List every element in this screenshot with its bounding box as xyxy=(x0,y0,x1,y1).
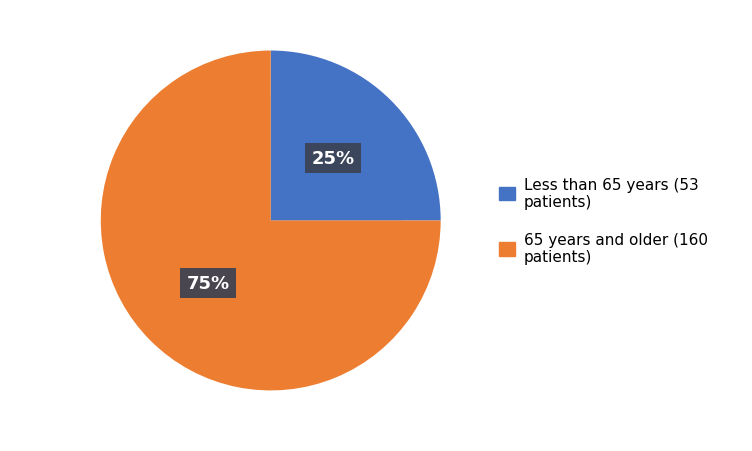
Text: 75%: 75% xyxy=(186,274,230,292)
Legend: Less than 65 years (53
patients), 65 years and older (160
patients): Less than 65 years (53 patients), 65 yea… xyxy=(499,177,708,265)
Wedge shape xyxy=(101,51,441,391)
Wedge shape xyxy=(271,51,441,221)
Text: 25%: 25% xyxy=(311,150,355,168)
Ellipse shape xyxy=(145,99,403,357)
